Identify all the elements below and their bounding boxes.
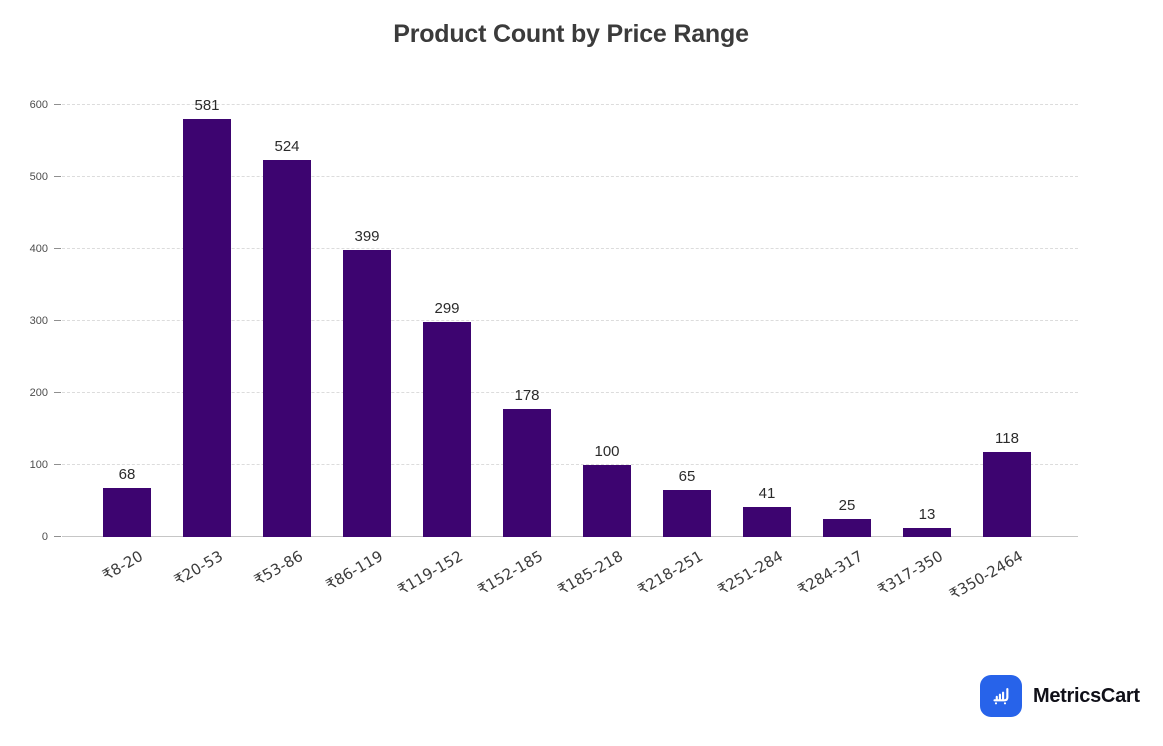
bar-chart-cart-icon: [980, 675, 1022, 717]
y-tick-label: 0: [41, 531, 48, 543]
y-tick-label: 500: [29, 171, 48, 183]
bar: [423, 321, 471, 537]
x-tick-label: ₹218-251: [634, 547, 706, 599]
bar: [903, 527, 951, 537]
bar: [983, 452, 1031, 537]
y-gridline: [62, 104, 1078, 105]
bar: [503, 408, 551, 537]
y-gridline: [62, 464, 1078, 465]
x-tick-label: ₹317-350: [874, 547, 946, 599]
y-tick-mark: [54, 320, 61, 321]
y-tick-label: 400: [29, 243, 48, 255]
y-tick-mark: [54, 536, 61, 537]
bar-value-label: 118: [995, 430, 1019, 448]
x-tick-label: ₹20-53: [170, 547, 226, 590]
bar-chart-plot: 0 100 200 300 400 500 600 68 ₹8-20 581 ₹20-53 524 ₹5…: [30, 97, 1080, 603]
bar-value-label: 299: [434, 299, 460, 317]
bar: [663, 490, 711, 537]
y-gridline: [62, 392, 1078, 393]
bar-value-label: 41: [758, 485, 776, 503]
x-tick-label: ₹350-2464: [946, 547, 1026, 604]
y-gridline: [62, 176, 1078, 177]
x-tick-label: ₹8-20: [99, 547, 146, 585]
x-tick-label: ₹284-317: [794, 547, 866, 599]
x-axis-line: [62, 536, 1078, 537]
y-tick-label: 300: [29, 315, 48, 327]
bar-value-label: 13: [918, 505, 936, 523]
y-tick-label: 600: [29, 99, 48, 111]
bar-value-label: 65: [678, 468, 696, 486]
x-tick-label: ₹152-185: [474, 547, 546, 599]
y-tick-mark: [54, 464, 61, 465]
bar-value-label: 399: [354, 227, 380, 245]
bar: [343, 249, 391, 537]
bar: [103, 488, 151, 537]
x-tick-label: ₹86-119: [322, 547, 386, 594]
y-tick-mark: [54, 104, 61, 105]
y-gridline: [62, 248, 1078, 249]
x-tick-label: ₹119-152: [394, 547, 466, 599]
bar-value-label: 581: [194, 96, 220, 114]
bar: [583, 465, 631, 537]
metricscart-logo-text: MetricsCart: [1033, 684, 1140, 707]
y-gridline: [62, 320, 1078, 321]
x-tick-label: ₹53-86: [250, 547, 306, 590]
bar-value-label: 25: [838, 497, 856, 514]
bar: [823, 519, 871, 537]
x-tick-label: ₹185-218: [554, 547, 626, 599]
x-tick-label: ₹251-284: [714, 547, 786, 599]
bar: [743, 507, 791, 537]
y-tick-mark: [54, 248, 61, 249]
y-tick-mark: [54, 176, 61, 177]
bar: [263, 159, 311, 537]
chart-title: Product Count by Price Range: [393, 20, 749, 48]
bar-value-label: 524: [274, 137, 300, 155]
bar: [183, 118, 231, 537]
bar-value-label: 68: [118, 466, 136, 484]
bar-value-label: 178: [514, 386, 540, 404]
y-tick-label: 200: [29, 387, 48, 399]
bar-value-label: 100: [594, 443, 620, 460]
y-tick-label: 100: [29, 459, 48, 471]
metricscart-logo: MetricsCart: [980, 675, 1140, 717]
y-tick-mark: [54, 392, 61, 393]
